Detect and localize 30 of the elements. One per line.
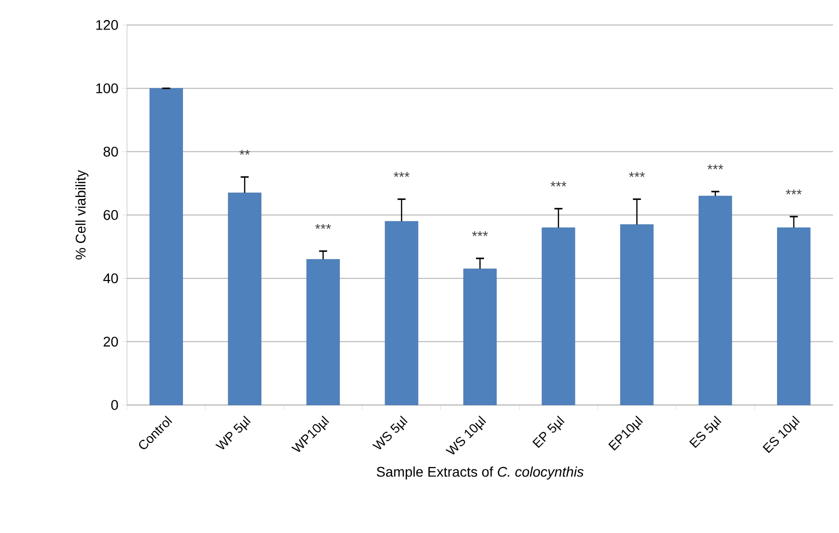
annotation: ***: [315, 224, 332, 229]
bar: [463, 268, 497, 406]
y-axis-title: % Cell viability: [75, 170, 88, 260]
annotation: ***: [628, 172, 645, 177]
bar: [620, 224, 654, 406]
annotation: ***: [394, 172, 410, 177]
bar: [384, 221, 418, 406]
annotation: ***: [550, 182, 566, 186]
annotation: **: [239, 150, 250, 155]
x-tick-label: EP 5µl: [532, 416, 564, 448]
y-tick-label: 0: [111, 400, 118, 410]
bar: [698, 196, 732, 406]
x-tick-label: ES 5µl: [689, 416, 722, 448]
bar: [777, 227, 810, 406]
y-tick-label: 40: [103, 273, 118, 284]
y-tick-label: 100: [96, 83, 118, 94]
annotation: ***: [472, 231, 488, 236]
y-tick-label: 120: [96, 20, 118, 30]
y-tick-label: 60: [104, 210, 118, 220]
annotation: ***: [786, 189, 802, 194]
y-tick-label: 20: [104, 336, 118, 347]
x-tick-label: WP 5µl: [215, 416, 251, 450]
x-tick-label: WS 5µl: [372, 416, 408, 450]
annotation: ***: [707, 164, 724, 170]
bar: [306, 259, 340, 406]
bar: [542, 227, 576, 406]
bar: [228, 192, 262, 406]
y-tick-label: 80: [104, 146, 118, 157]
bar: [150, 88, 183, 406]
x-axis-title: Sample Extracts of C. colocynthis: [376, 466, 584, 480]
